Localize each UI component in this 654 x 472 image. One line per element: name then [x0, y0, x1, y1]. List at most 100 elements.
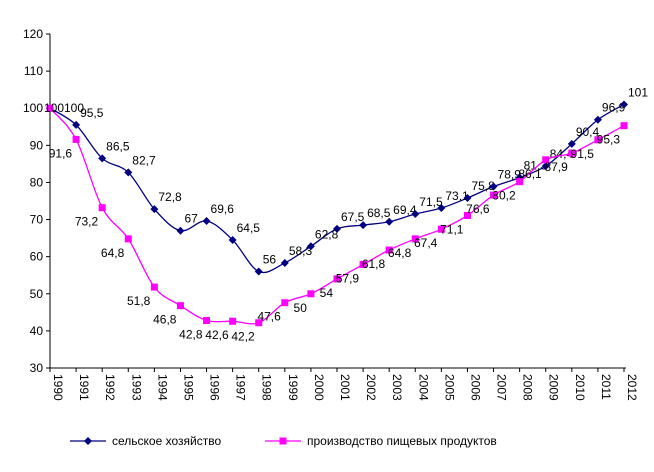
data-label: 73,1	[445, 189, 469, 203]
x-tick-label: 2004	[416, 374, 430, 401]
point	[150, 205, 159, 214]
data-label: 42,8	[179, 327, 203, 341]
data-label: 87,9	[544, 160, 568, 174]
data-label: 90,4	[576, 125, 600, 139]
point	[333, 224, 341, 233]
data-label: 75,8	[471, 179, 495, 193]
x-tick-label: 2000	[312, 374, 326, 401]
x-tick-label: 2007	[495, 374, 509, 401]
data-label: 67,4	[414, 236, 438, 250]
point	[46, 104, 54, 112]
data-label: 64,8	[388, 246, 412, 260]
point	[568, 149, 576, 157]
data-label: 69,6	[211, 202, 235, 216]
x-tick-label: 1992	[103, 374, 117, 401]
x-tick-label: 2011	[599, 374, 613, 400]
x-tick-label: 1996	[208, 374, 222, 401]
point	[542, 156, 550, 164]
data-label: 95,5	[80, 106, 104, 120]
data-label: 67,5	[341, 210, 365, 224]
y-tick-label: 110	[24, 64, 43, 78]
data-label: 84,4	[550, 147, 574, 161]
x-tick-label: 1991	[77, 374, 91, 401]
point	[228, 235, 237, 244]
data-label: 50	[294, 301, 308, 315]
x-tick-label: 2006	[468, 374, 482, 401]
y-tick-label: 120	[23, 27, 43, 41]
data-label: 62,8	[315, 227, 339, 241]
point	[411, 209, 420, 218]
point	[72, 135, 80, 143]
data-label: 80,2	[492, 189, 516, 203]
data-label: 68,5	[367, 206, 391, 220]
data-label: 91,5	[571, 147, 595, 161]
point	[255, 319, 263, 327]
point	[489, 182, 498, 191]
x-tick-label: 1995	[181, 374, 195, 401]
point	[98, 154, 107, 163]
data-label: 86,5	[106, 139, 130, 153]
x-tick-label: 1994	[155, 374, 169, 401]
y-tick-label: 100	[23, 101, 43, 115]
point	[541, 162, 550, 171]
legend-label: сельское хозяйство	[112, 434, 221, 448]
data-label: 61,8	[362, 257, 386, 271]
point	[124, 168, 133, 177]
series-line	[49, 103, 625, 274]
point	[280, 258, 289, 267]
data-label: 95,3	[597, 133, 621, 147]
data-label: 72,8	[158, 190, 182, 204]
point	[593, 115, 602, 124]
data-label: 58,3	[289, 244, 313, 258]
point	[620, 122, 628, 130]
point	[359, 260, 367, 268]
data-label: 100	[64, 101, 84, 115]
data-label: 42,6	[205, 328, 229, 342]
data-label: 64,5	[237, 221, 261, 235]
y-tick-label: 40	[30, 324, 44, 338]
data-label: 73,2	[75, 215, 99, 229]
point	[463, 194, 472, 203]
data-label: 69,4	[393, 203, 417, 217]
x-tick-label: 2012	[625, 374, 639, 401]
x-tick-label: 1990	[51, 374, 65, 401]
point	[385, 217, 394, 226]
point	[437, 225, 445, 233]
point	[516, 178, 524, 186]
point	[254, 267, 263, 276]
data-label: 96,9	[602, 101, 626, 115]
data-label: 47,6	[257, 310, 281, 324]
data-label: 86,1	[518, 167, 542, 181]
data-label: 56	[263, 253, 277, 267]
x-tick-label: 2008	[521, 374, 535, 401]
point	[279, 437, 287, 445]
x-tick-label: 2010	[573, 374, 587, 401]
x-tick-label: 2001	[338, 374, 352, 401]
data-label: 67	[184, 212, 198, 226]
point	[203, 316, 211, 324]
legend-label: производство пищевых продуктов	[307, 434, 497, 448]
point	[333, 275, 341, 283]
data-label: 54	[320, 286, 334, 300]
y-tick-label: 30	[30, 361, 44, 375]
y-tick-label: 70	[30, 213, 44, 227]
y-tick-label: 60	[30, 250, 44, 264]
data-label: 71,5	[419, 195, 443, 209]
point	[307, 290, 315, 298]
point	[594, 136, 602, 144]
point	[124, 235, 132, 243]
point	[72, 120, 81, 129]
point	[176, 226, 185, 235]
point	[385, 246, 393, 254]
data-label: 64,8	[101, 246, 125, 260]
point	[281, 299, 289, 307]
x-tick-label: 1993	[129, 374, 143, 401]
x-tick-label: 2009	[547, 374, 561, 401]
data-label: 57,9	[336, 271, 360, 285]
point	[463, 211, 471, 219]
point	[84, 437, 92, 445]
point	[411, 235, 419, 243]
data-label: 100	[44, 101, 64, 115]
point	[437, 204, 446, 213]
